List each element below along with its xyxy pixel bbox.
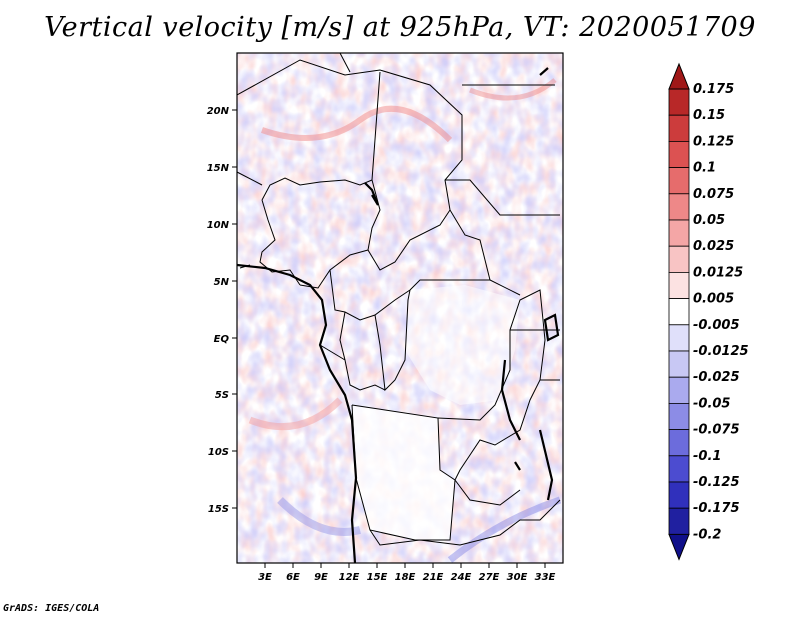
map-title: Vertical velocity [m/s] at 925hPa, VT: 2… — [44, 12, 756, 43]
colorbar-label: 0.175 — [693, 82, 734, 97]
plot-border — [236, 52, 564, 564]
colorbar-label: 0.05 — [693, 213, 725, 228]
colorbar-label: -0.125 — [693, 475, 740, 490]
colorbar-label: 0.0125 — [693, 265, 743, 280]
colorbar-label: 0.075 — [693, 187, 734, 202]
latitude-axis: 20N 15N 10N 5N EQ 5S 10S 15S — [207, 106, 237, 515]
lon-label-24e: 24E — [451, 572, 472, 583]
colorbar-segment — [668, 429, 690, 457]
colorbar-label: 0.15 — [693, 108, 725, 123]
lon-label-21e: 21E — [423, 572, 444, 583]
colorbar-segment — [668, 167, 690, 195]
colorbar-segment — [668, 481, 690, 509]
colorbar-label: 0.125 — [693, 134, 734, 149]
lon-label-27e: 27E — [479, 572, 500, 583]
colorbar-top-arrow — [668, 62, 690, 90]
colorbar: 0.175 0.15 0.125 0.1 0.075 0.05 0.025 0.0125 0.0… — [668, 62, 749, 561]
colorbar-label: -0.175 — [693, 501, 740, 516]
lon-label-12e: 12E — [339, 572, 360, 583]
colorbar-label: -0.025 — [693, 370, 740, 385]
lat-label-eq: EQ — [214, 334, 230, 345]
colorbar-label: -0.2 — [693, 527, 721, 542]
lat-label-15s: 15S — [208, 504, 229, 515]
colorbar-segment — [668, 324, 690, 352]
velocity-field — [237, 53, 563, 563]
colorbar-segment — [668, 402, 690, 430]
colorbar-segment — [668, 455, 690, 483]
colorbar-segment — [668, 271, 690, 299]
colorbar-label: -0.0125 — [693, 344, 749, 359]
colorbar-segment — [668, 88, 690, 116]
colorbar-segment — [668, 219, 690, 247]
colorbar-label: 0.025 — [693, 239, 734, 254]
colorbar-label: 0.005 — [693, 292, 734, 307]
lon-label-30e: 30E — [507, 572, 528, 583]
country-borders — [237, 53, 561, 546]
grads-credit: GrADS: IGES/COLA — [3, 603, 100, 614]
lon-label-18e: 18E — [395, 572, 416, 583]
colorbar-label: -0.1 — [693, 449, 721, 464]
lat-label-20n: 20N — [207, 106, 230, 117]
lat-label-5n: 5N — [214, 277, 230, 288]
colorbar-segments — [668, 88, 690, 535]
colorbar-segment — [668, 245, 690, 273]
colorbar-segment — [668, 298, 690, 326]
colorbar-segment — [668, 140, 690, 168]
lon-label-3e: 3E — [258, 572, 272, 583]
colorbar-label: 0.1 — [693, 161, 716, 176]
longitude-axis: 3E 6E 9E 12E 15E 18E 21E 24E 27E 30E 33E — [258, 563, 556, 583]
lon-label-6e: 6E — [286, 572, 300, 583]
lat-label-10n: 10N — [207, 220, 230, 231]
colorbar-segment — [668, 193, 690, 221]
lat-label-5s: 5S — [215, 390, 229, 401]
colorbar-segment — [668, 376, 690, 404]
colorbar-labels: 0.175 0.15 0.125 0.1 0.075 0.05 0.025 0.0125 0.0… — [693, 82, 749, 542]
colorbar-segment — [668, 114, 690, 142]
colorbar-label: -0.005 — [693, 318, 740, 333]
coastlines — [237, 67, 560, 563]
lat-label-15n: 15N — [207, 163, 230, 174]
colorbar-segment — [668, 507, 690, 535]
colorbar-label: -0.05 — [693, 396, 730, 411]
lon-label-9e: 9E — [314, 572, 328, 583]
colorbar-segment — [668, 350, 690, 378]
lat-label-10s: 10S — [208, 447, 229, 458]
lon-label-33e: 33E — [535, 572, 556, 583]
colorbar-label: -0.075 — [693, 423, 740, 438]
lon-label-15e: 15E — [367, 572, 388, 583]
colorbar-bottom-arrow — [668, 533, 690, 561]
